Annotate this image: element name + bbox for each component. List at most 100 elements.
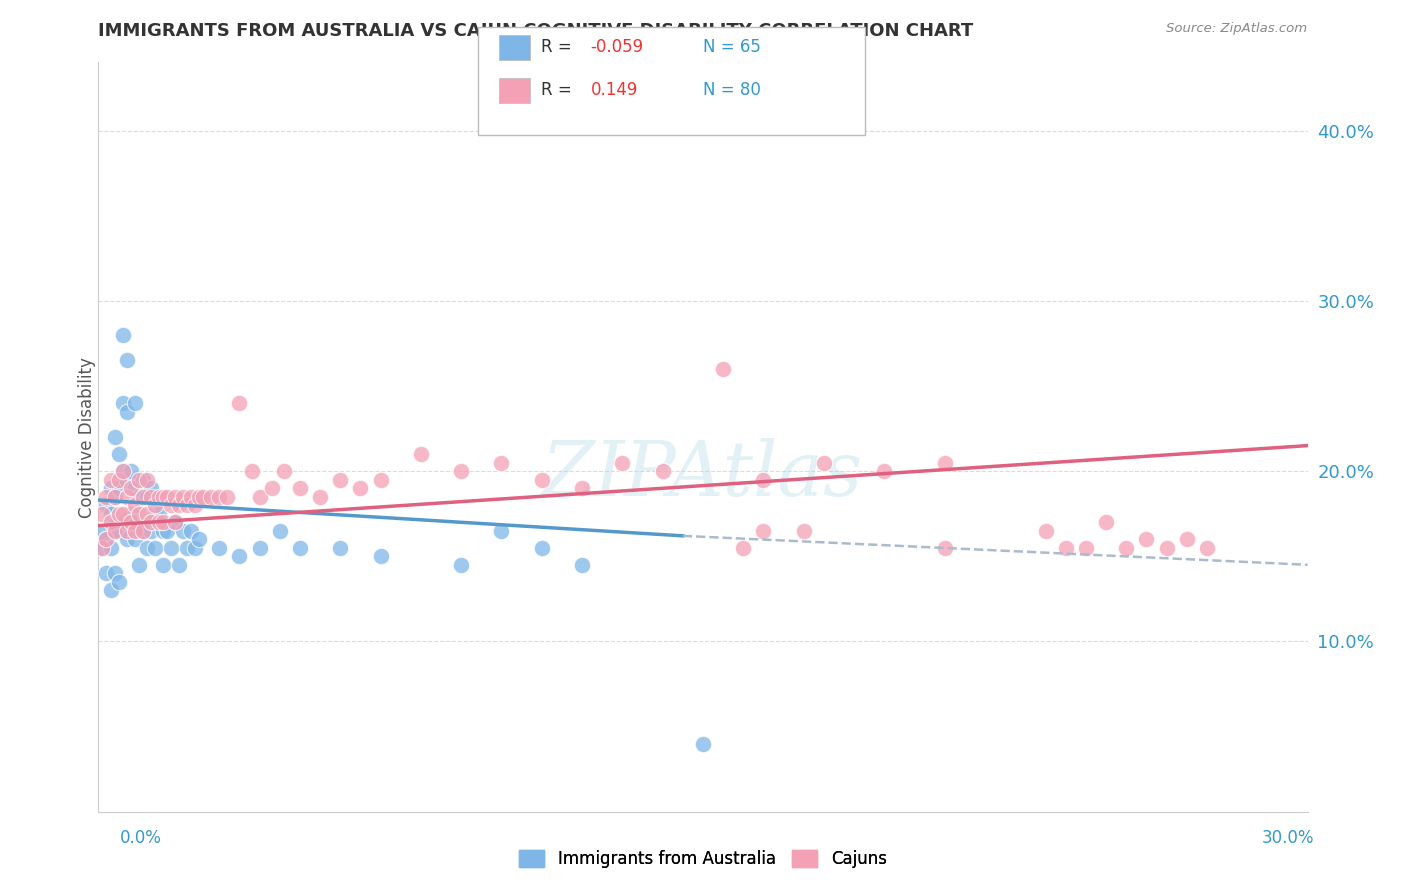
Point bbox=[309, 490, 332, 504]
Point bbox=[217, 490, 239, 504]
Point bbox=[156, 524, 179, 538]
Point bbox=[1074, 541, 1097, 555]
Point bbox=[176, 541, 198, 555]
Point bbox=[128, 558, 150, 572]
Point bbox=[208, 490, 231, 504]
Point bbox=[1156, 541, 1178, 555]
Point bbox=[571, 558, 593, 572]
Point bbox=[172, 490, 194, 504]
Point bbox=[143, 541, 166, 555]
Point bbox=[184, 541, 207, 555]
Point bbox=[91, 541, 114, 555]
Point bbox=[1135, 533, 1157, 547]
Point bbox=[124, 524, 146, 538]
Legend: Immigrants from Australia, Cajuns: Immigrants from Australia, Cajuns bbox=[513, 843, 893, 874]
Y-axis label: Cognitive Disability: Cognitive Disability bbox=[79, 357, 96, 517]
Point bbox=[107, 473, 129, 487]
Point bbox=[180, 524, 202, 538]
Point bbox=[120, 507, 142, 521]
Text: IMMIGRANTS FROM AUSTRALIA VS CAJUN COGNITIVE DISABILITY CORRELATION CHART: IMMIGRANTS FROM AUSTRALIA VS CAJUN COGNI… bbox=[98, 22, 974, 40]
Point bbox=[370, 549, 392, 564]
Point bbox=[163, 490, 186, 504]
Point bbox=[1195, 541, 1218, 555]
Point bbox=[530, 541, 553, 555]
Text: 0.149: 0.149 bbox=[591, 81, 638, 99]
Point bbox=[111, 464, 134, 478]
Point bbox=[120, 464, 142, 478]
Point bbox=[329, 473, 352, 487]
Point bbox=[934, 456, 956, 470]
Point bbox=[269, 524, 291, 538]
Text: ZIPAtlas: ZIPAtlas bbox=[543, 438, 863, 511]
Point bbox=[752, 524, 775, 538]
Point bbox=[120, 481, 142, 495]
Point bbox=[273, 464, 295, 478]
Point bbox=[240, 464, 263, 478]
Point bbox=[103, 566, 125, 581]
Point bbox=[167, 558, 190, 572]
Point bbox=[91, 541, 114, 555]
Point bbox=[103, 430, 125, 444]
Point bbox=[249, 541, 271, 555]
Point bbox=[152, 558, 174, 572]
Point bbox=[115, 473, 138, 487]
Point bbox=[160, 541, 183, 555]
Point bbox=[96, 498, 118, 512]
Point bbox=[107, 481, 129, 495]
Point bbox=[96, 566, 118, 581]
Point bbox=[139, 524, 162, 538]
Point bbox=[111, 515, 134, 529]
Point bbox=[139, 515, 162, 529]
Point bbox=[1054, 541, 1077, 555]
Point bbox=[100, 583, 122, 598]
Point bbox=[180, 490, 202, 504]
Point bbox=[188, 490, 211, 504]
Point bbox=[115, 490, 138, 504]
Point bbox=[91, 524, 114, 538]
Point bbox=[491, 456, 513, 470]
Point bbox=[148, 507, 170, 521]
Point bbox=[873, 464, 896, 478]
Point bbox=[370, 473, 392, 487]
Point bbox=[91, 507, 114, 521]
Point bbox=[1115, 541, 1137, 555]
Point bbox=[128, 473, 150, 487]
Text: N = 80: N = 80 bbox=[703, 81, 761, 99]
Point bbox=[711, 362, 734, 376]
Point bbox=[120, 515, 142, 529]
Point bbox=[107, 507, 129, 521]
Point bbox=[103, 524, 125, 538]
Point bbox=[139, 481, 162, 495]
Point bbox=[100, 481, 122, 495]
Point bbox=[96, 490, 118, 504]
Point bbox=[139, 490, 162, 504]
Point bbox=[329, 541, 352, 555]
Point bbox=[793, 524, 815, 538]
Point bbox=[733, 541, 755, 555]
Point bbox=[200, 490, 222, 504]
Point bbox=[111, 464, 134, 478]
Point bbox=[132, 524, 155, 538]
Point bbox=[100, 541, 122, 555]
Point bbox=[156, 490, 179, 504]
Point bbox=[160, 498, 183, 512]
Point bbox=[934, 541, 956, 555]
Point bbox=[135, 473, 157, 487]
Point bbox=[111, 507, 134, 521]
Point bbox=[124, 481, 146, 495]
Point bbox=[1175, 533, 1198, 547]
Point bbox=[288, 481, 311, 495]
Point bbox=[193, 490, 215, 504]
Point bbox=[115, 353, 138, 368]
Point bbox=[135, 541, 157, 555]
Point bbox=[152, 524, 174, 538]
Point bbox=[813, 456, 835, 470]
Point bbox=[135, 490, 157, 504]
Point bbox=[163, 515, 186, 529]
Text: R =: R = bbox=[541, 81, 578, 99]
Point bbox=[111, 327, 134, 342]
Point bbox=[103, 490, 125, 504]
Point bbox=[612, 456, 634, 470]
Point bbox=[107, 447, 129, 461]
Point bbox=[103, 524, 125, 538]
